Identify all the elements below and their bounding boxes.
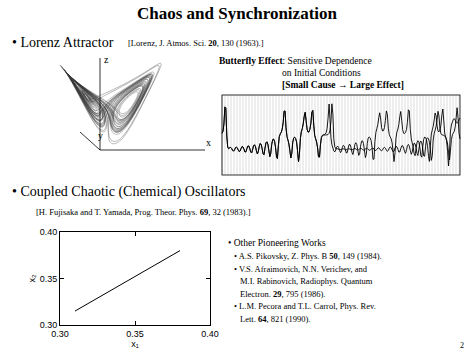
svg-text:0.30: 0.30 bbox=[51, 329, 69, 339]
svg-text:0.40: 0.40 bbox=[40, 227, 58, 237]
svg-text:Chaos and Synchronization: Chaos and Synchronization bbox=[137, 4, 338, 23]
svg-text:2: 2 bbox=[460, 341, 464, 350]
svg-text:x₂: x₂ bbox=[27, 274, 37, 283]
svg-text:[Small Cause → Large Effect]: [Small Cause → Large Effect] bbox=[282, 80, 404, 90]
svg-text:• Coupled Chaotic (Chemical) O: • Coupled Chaotic (Chemical) Oscillators bbox=[12, 184, 246, 200]
svg-text:M.I. Rabinovich, Radiophys. Qu: M.I. Rabinovich, Radiophys. Quantum bbox=[240, 276, 373, 286]
svg-text:• A.S. Pikovsky, Z. Phys. B 50: • A.S. Pikovsky, Z. Phys. B 50, 149 (198… bbox=[234, 251, 382, 261]
svg-text:• Lorenz Attractor: • Lorenz Attractor bbox=[12, 35, 114, 50]
svg-text:on Initial Conditions: on Initial Conditions bbox=[282, 68, 361, 78]
svg-text:y: y bbox=[98, 130, 103, 141]
svg-text:0.30: 0.30 bbox=[40, 320, 58, 330]
svg-text:z: z bbox=[104, 54, 109, 65]
svg-text:• L.M. Pecora and T.L. Carrol,: • L.M. Pecora and T.L. Carrol, Phys. Rev… bbox=[234, 301, 376, 311]
svg-text:• Other Pioneering Works: • Other Pioneering Works bbox=[228, 238, 326, 248]
svg-text:0.40: 0.40 bbox=[201, 329, 219, 339]
svg-text:Butterfly Effect: Sensitive De: Butterfly Effect: Sensitive Dependence bbox=[219, 56, 372, 66]
svg-text:0.35: 0.35 bbox=[126, 329, 144, 339]
svg-text:x: x bbox=[206, 137, 211, 148]
svg-text:[H. Fujisaka and T. Yamada, Pr: [H. Fujisaka and T. Yamada, Prog. Theor.… bbox=[36, 207, 251, 217]
svg-text:x₁: x₁ bbox=[131, 339, 139, 349]
svg-text:0.35: 0.35 bbox=[40, 274, 58, 284]
svg-text:Electron. 29, 795 (1986).: Electron. 29, 795 (1986). bbox=[240, 289, 325, 299]
svg-text:• V.S. Afraimovich, N.N. Veric: • V.S. Afraimovich, N.N. Verichev, and bbox=[234, 264, 368, 274]
svg-text:[Lorenz, J. Atmos. Sci. 20, 13: [Lorenz, J. Atmos. Sci. 20, 130 (1963).] bbox=[128, 38, 264, 48]
svg-text:Lett. 64, 821 (1990).: Lett. 64, 821 (1990). bbox=[240, 314, 310, 324]
